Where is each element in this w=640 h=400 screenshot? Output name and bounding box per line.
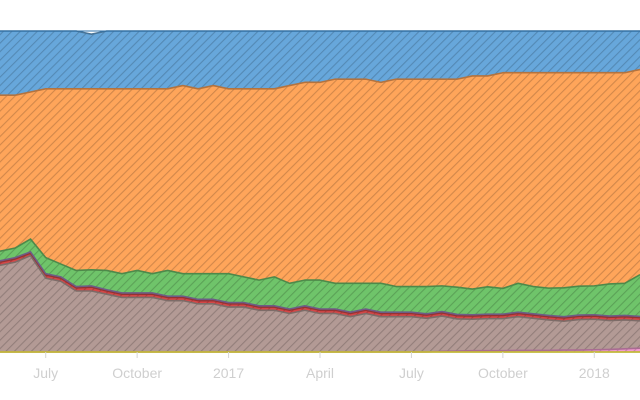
- x-tick-label: July: [33, 365, 58, 381]
- series-line-2: [0, 254, 640, 322]
- series-area-7: [0, 31, 640, 96]
- series-area-6: [0, 69, 640, 290]
- series-areas: [0, 31, 640, 352]
- x-tick-label: 2018: [579, 365, 610, 381]
- series-line-5: [0, 238, 640, 290]
- series-line-4: [0, 251, 640, 318]
- x-tick-label: April: [306, 365, 334, 381]
- series-line-6: [0, 68, 640, 96]
- series-area-5: [0, 239, 640, 317]
- x-tick-label: October: [478, 365, 528, 381]
- x-tick-label: October: [112, 365, 162, 381]
- x-axis-ticks: JulyOctober2017AprilJulyOctober2018A: [33, 352, 610, 381]
- x-tick-label: July: [399, 365, 424, 381]
- series-line-3: [0, 252, 640, 319]
- series-area-2: [0, 255, 640, 352]
- x-tick-label: 2017: [213, 365, 244, 381]
